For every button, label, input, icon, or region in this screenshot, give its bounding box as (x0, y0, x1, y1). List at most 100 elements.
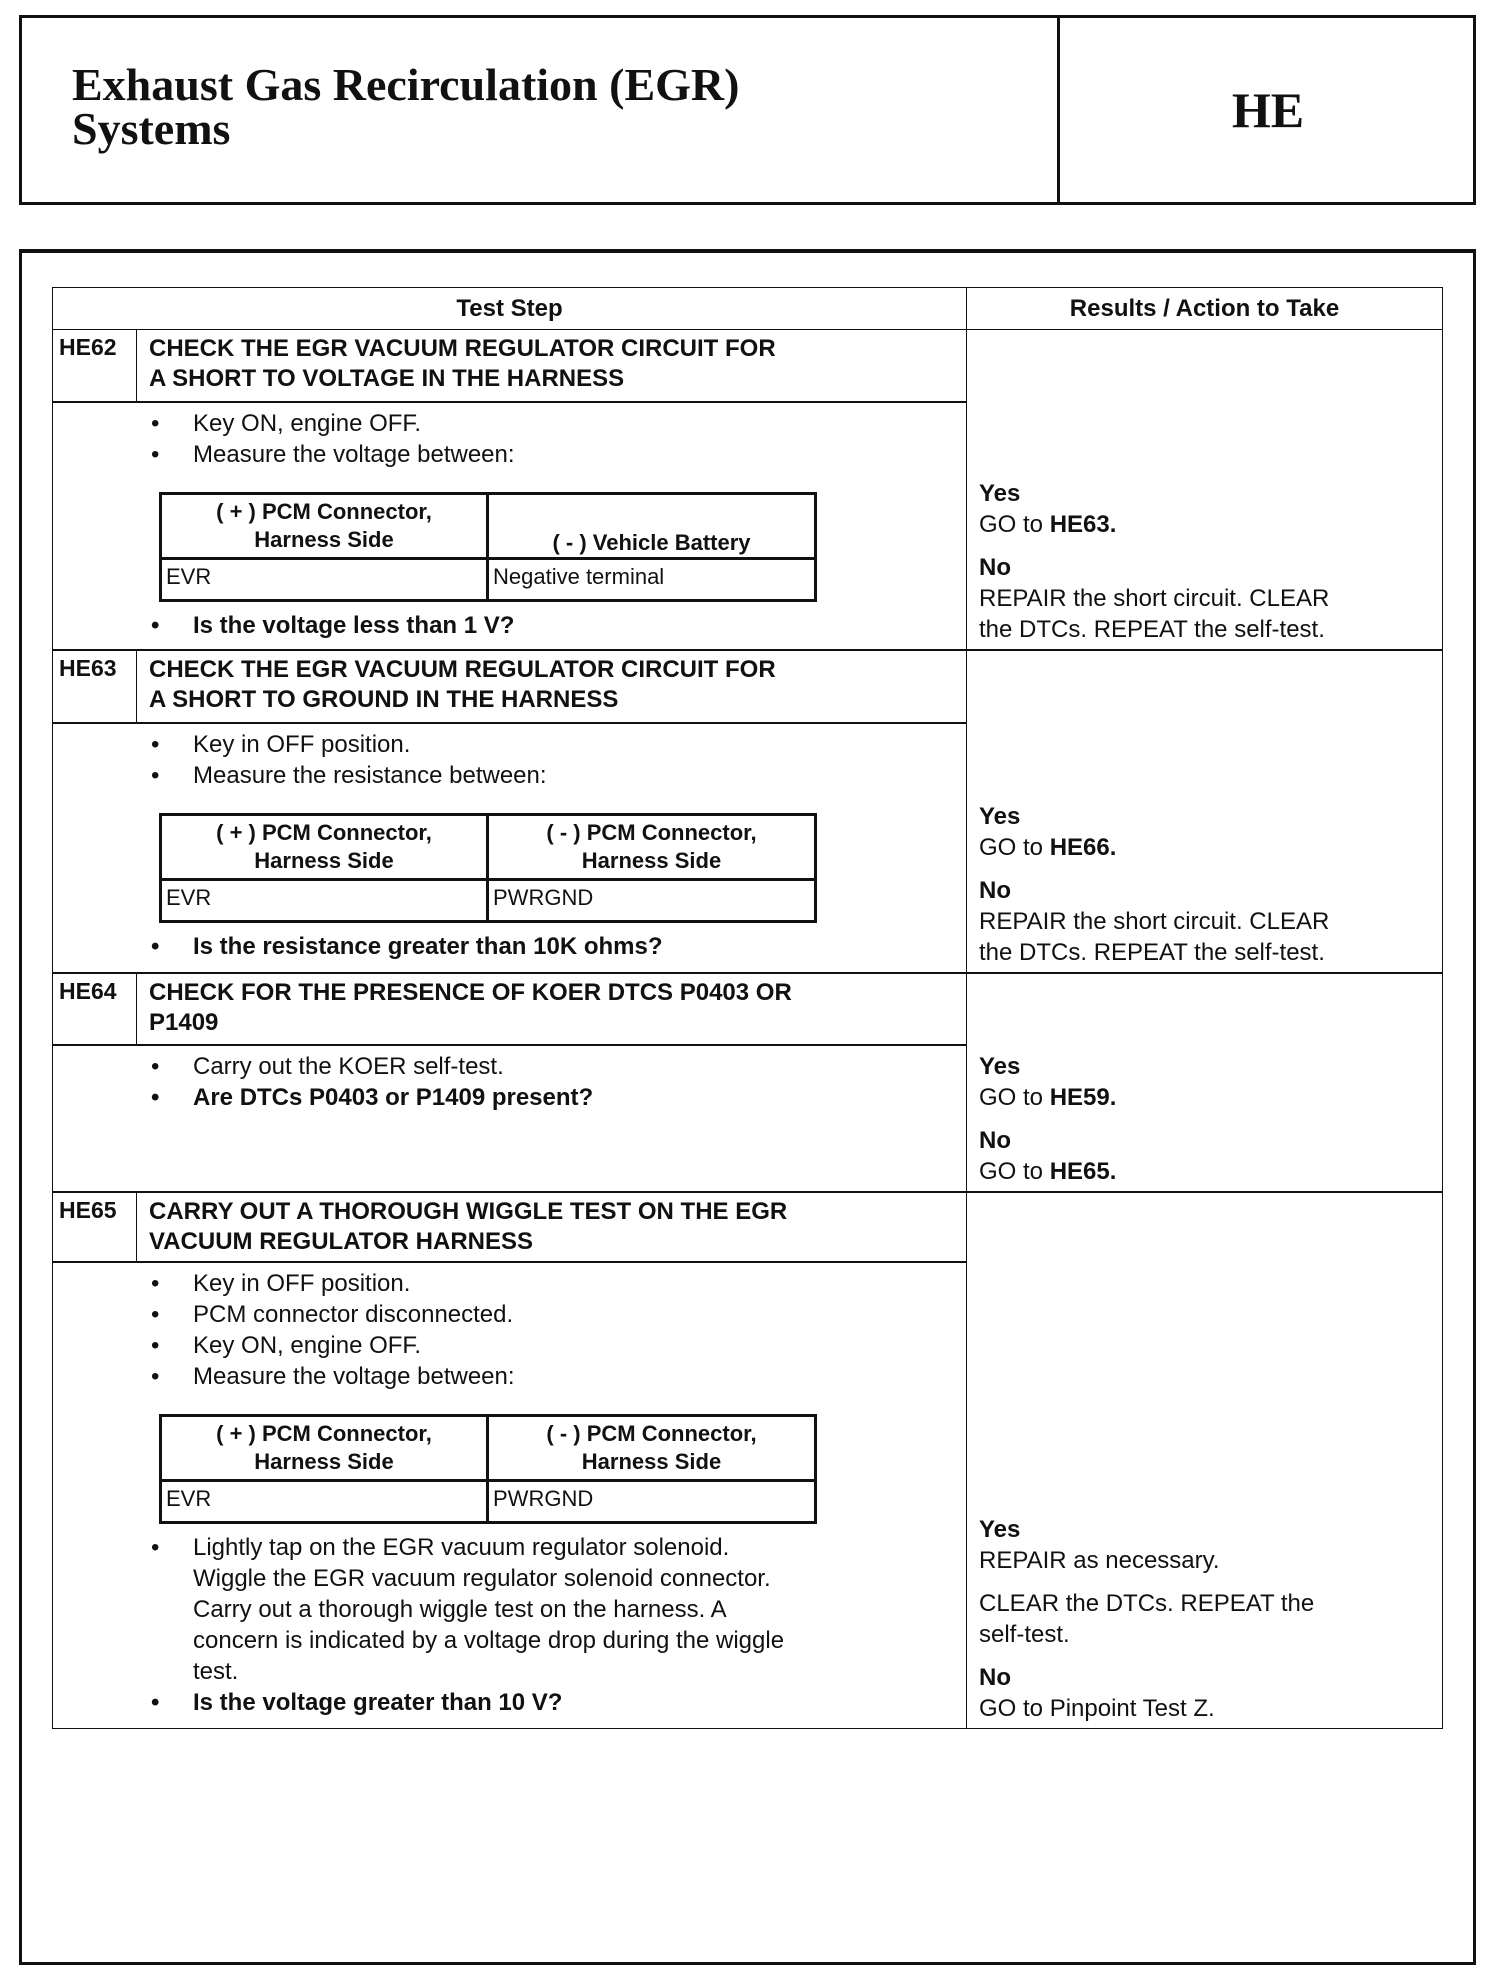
bullet-item: Key in OFF position. (151, 729, 411, 760)
paragraph-line: Carry out a thorough wiggle test on the … (193, 1596, 727, 1623)
meas-header: ( - ) PCM Connector, Harness Side (489, 1417, 814, 1482)
spacer (979, 1113, 1442, 1125)
action-text: GO to (979, 834, 1044, 861)
title-line: P1409 (149, 1009, 219, 1036)
yes-label: Yes (979, 480, 1021, 507)
title-line: CHECK THE EGR VACUUM REGULATOR CIRCUIT F… (149, 335, 776, 362)
action-text: GO to (979, 1084, 1044, 1111)
meas-cell: EVR (162, 1482, 489, 1521)
bullet-item: Measure the voltage between: (151, 439, 514, 470)
question: Is the voltage less than 1 V? (151, 610, 514, 641)
step-title: CHECK THE EGR VACUUM REGULATOR CIRCUIT F… (136, 650, 967, 723)
meas-header-line: ( - ) PCM Connector, (546, 820, 757, 845)
meas-cell: PWRGND (493, 885, 594, 910)
step-results: Yes GO to HE59. No GO to HE65. (966, 973, 1443, 1192)
meas-header-line: ( + ) PCM Connector, (216, 820, 432, 845)
bullet-item: PCM connector disconnected. (151, 1299, 513, 1330)
meas-header-line: Harness Side (254, 848, 394, 873)
yes-action: REPAIR as necessary. (979, 1547, 1220, 1574)
paragraph-line: concern is indicated by a voltage drop d… (193, 1627, 785, 1654)
meas-header-line: ( + ) PCM Connector, (216, 1421, 432, 1446)
yes-action: self-test. (979, 1621, 1070, 1648)
step-title: CHECK THE EGR VACUUM REGULATOR CIRCUIT F… (136, 329, 967, 402)
bullet-item: Key in OFF position. (151, 1268, 411, 1299)
step-id: HE63 (52, 650, 137, 723)
no-action: REPAIR the short circuit. CLEAR (979, 585, 1330, 612)
title-line: A SHORT TO GROUND IN THE HARNESS (149, 686, 619, 713)
section-code: HE (1231, 82, 1305, 138)
title-line: A SHORT TO VOLTAGE IN THE HARNESS (149, 365, 625, 392)
step-results: Yes GO to HE66. No REPAIR the short circuit… (966, 650, 1443, 973)
yes-label: Yes (979, 1516, 1021, 1543)
paragraph-line: Lightly tap on the EGR vacuum regulator … (193, 1534, 730, 1561)
meas-cell: Negative terminal (493, 564, 665, 589)
bullet-item: Measure the voltage between: (151, 1361, 514, 1392)
main-frame (19, 249, 1476, 1965)
meas-header-line: ( + ) PCM Connector, (216, 499, 432, 524)
step-reference: HE63. (1049, 511, 1117, 538)
question: Is the voltage greater than 10 V? (151, 1687, 563, 1718)
question: Is the resistance greater than 10K ohms? (151, 931, 662, 962)
title-line: VACUUM REGULATOR HARNESS (149, 1228, 534, 1255)
no-label: No (979, 1127, 1011, 1154)
yes-action: CLEAR the DTCs. REPEAT the (979, 1590, 1315, 1617)
spacer (979, 863, 1442, 875)
paragraph-line: test. (193, 1658, 239, 1685)
meas-header-line: Harness Side (254, 527, 394, 552)
no-action: REPAIR the short circuit. CLEAR (979, 908, 1330, 935)
bullet-paragraph: Lightly tap on the EGR vacuum regulator … (151, 1532, 785, 1687)
no-action: the DTCs. REPEAT the self-test. (979, 939, 1325, 966)
bullet-item: Key ON, engine OFF. (151, 408, 421, 439)
step-id: HE65 (52, 1192, 137, 1262)
bullet-item: Key ON, engine OFF. (151, 1330, 421, 1361)
step-id: HE62 (52, 329, 137, 402)
step-body (52, 1045, 967, 1192)
meas-header-line: Harness Side (581, 1449, 722, 1474)
title-line: CARRY OUT A THOROUGH WIGGLE TEST ON THE … (149, 1198, 788, 1225)
meas-header-line: Harness Side (254, 1449, 394, 1474)
bullet-item: Carry out the KOER self-test. (151, 1051, 504, 1082)
page-title: Exhaust Gas Recirculation (EGR) Systems (72, 59, 740, 154)
spacer (979, 1650, 1442, 1662)
meas-header: ( - ) PCM Connector, Harness Side (489, 816, 814, 881)
meas-cell: EVR (162, 560, 489, 599)
title-line: CHECK THE EGR VACUUM REGULATOR CIRCUIT F… (149, 656, 776, 683)
paragraph-line: Wiggle the EGR vacuum regulator solenoid… (193, 1565, 771, 1592)
yes-label: Yes (979, 1053, 1021, 1080)
step-reference: HE65. (1049, 1158, 1117, 1185)
title-line: Exhaust Gas Recirculation (EGR) (72, 59, 740, 110)
no-label: No (979, 877, 1011, 904)
measurement-table: ( + ) PCM Connector, Harness Side ( - ) PC… (159, 813, 817, 923)
meas-header: ( + ) PCM Connector, Harness Side (162, 1417, 489, 1482)
meas-header: ( + ) PCM Connector, Harness Side (162, 816, 489, 881)
col-header-test-step: Test Step (52, 287, 967, 330)
step-title: CHECK FOR THE PRESENCE OF KOER DTCS P040… (136, 973, 967, 1045)
meas-header: ( - ) Vehicle Battery (489, 495, 814, 560)
col-header-results: Results / Action to Take (966, 287, 1443, 330)
spacer (979, 540, 1442, 552)
yes-action: GO to HE63. (979, 509, 1442, 540)
title-line: Systems (72, 103, 231, 154)
step-reference: HE59. (1049, 1084, 1117, 1111)
meas-cell: EVR (162, 881, 489, 920)
bullet-item: Measure the resistance between: (151, 760, 546, 791)
no-action: GO to Pinpoint Test Z. (979, 1695, 1215, 1722)
no-action: the DTCs. REPEAT the self-test. (979, 616, 1325, 643)
no-label: No (979, 1664, 1011, 1691)
yes-action: GO to HE59. (979, 1082, 1442, 1113)
measurement-table: ( + ) PCM Connector, Harness Side ( - ) Ve… (159, 492, 817, 602)
step-reference: HE66. (1049, 834, 1117, 861)
meas-header-line: ( - ) Vehicle Battery (552, 530, 751, 555)
spacer (979, 1576, 1442, 1588)
step-title: CARRY OUT A THOROUGH WIGGLE TEST ON THE … (136, 1192, 967, 1262)
action-text: GO to (979, 511, 1044, 538)
title-line: CHECK FOR THE PRESENCE OF KOER DTCS P040… (149, 979, 792, 1006)
meas-header: ( + ) PCM Connector, Harness Side (162, 495, 489, 560)
divider (1057, 18, 1060, 202)
page-header: Exhaust Gas Recirculation (EGR) Systems … (19, 15, 1476, 205)
meas-header-line: ( - ) PCM Connector, (546, 1421, 757, 1446)
no-action: GO to HE65. (979, 1156, 1442, 1187)
yes-action: GO to HE66. (979, 832, 1442, 863)
measurement-table: ( + ) PCM Connector, Harness Side( - ) PC… (159, 1414, 817, 1524)
